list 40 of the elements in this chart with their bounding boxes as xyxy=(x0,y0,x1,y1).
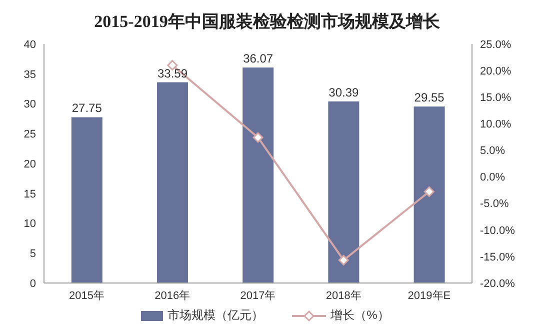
bar xyxy=(156,82,188,283)
bar xyxy=(414,106,445,283)
point xyxy=(424,186,434,197)
y-tick-label: 20 xyxy=(24,158,36,170)
y-tick-label: 40 xyxy=(24,38,36,51)
y2-tick-label: 5.0% xyxy=(480,145,506,158)
x-tick-label: 2016年 xyxy=(154,290,190,302)
y-tick-label: 5 xyxy=(30,248,36,260)
data-label: 33.59 xyxy=(157,66,188,80)
y2-tick-label: 20.0% xyxy=(480,65,512,78)
y2-tick-label: -10.0% xyxy=(480,224,516,237)
data-label: 29.55 xyxy=(414,90,445,104)
x-tick-label: 2019年E xyxy=(408,290,451,302)
y-tick-label: 25 xyxy=(24,128,36,141)
bar xyxy=(71,117,102,283)
data-label: 36.07 xyxy=(243,51,274,66)
point xyxy=(252,132,264,143)
y2-tick-label: -15.0% xyxy=(480,251,516,264)
y2-tick-label: 25.0% xyxy=(480,38,512,51)
y-tick-label: 35 xyxy=(24,68,36,81)
legend-label: 增长（%） xyxy=(330,307,390,324)
y2-tick-label: 15.0% xyxy=(480,92,512,104)
bar xyxy=(328,101,360,283)
y2-tick-label: -20.0% xyxy=(480,278,516,290)
y2-tick-label: 10.0% xyxy=(480,118,512,131)
y2-tick-label: 0.0% xyxy=(480,172,506,184)
y-tick-label: 30 xyxy=(24,98,36,111)
chart-title: 2015-2019年中国服装检验检测市场规模及增长 xyxy=(93,11,441,33)
y-tick-label: 0 xyxy=(30,278,36,290)
x-tick-label: 2018年 xyxy=(326,290,362,302)
y2-tick-label: -5.0% xyxy=(480,198,509,210)
y-tick-label: 10 xyxy=(24,218,36,230)
data-label: 30.39 xyxy=(328,85,360,100)
x-tick-label: 2015年 xyxy=(69,290,105,302)
x-tick-label: 2017年 xyxy=(240,290,276,302)
data-label: 27.75 xyxy=(72,101,102,116)
bar xyxy=(242,67,274,283)
y-tick-label: 15 xyxy=(24,188,36,200)
legend-label: 市场规模（亿元） xyxy=(166,307,264,324)
point xyxy=(338,254,349,266)
